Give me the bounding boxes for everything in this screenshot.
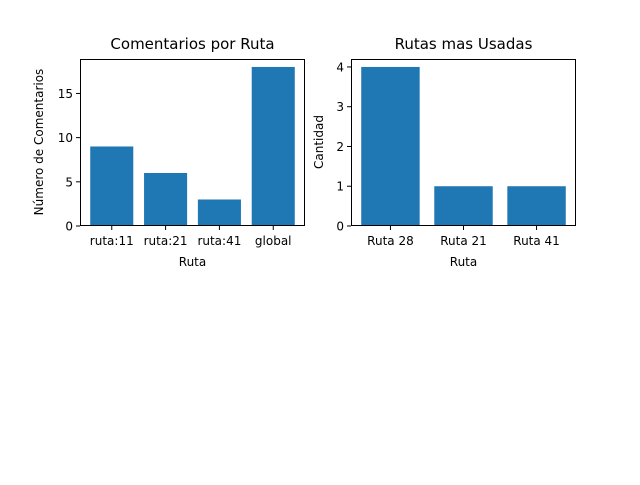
y-tick-label: 1 bbox=[336, 180, 344, 194]
chart-title: Rutas mas Usadas bbox=[395, 35, 533, 53]
y-ticks: 0 5 10 15 bbox=[58, 87, 80, 234]
y-axis-label: Número de Comentarios bbox=[32, 69, 46, 216]
bar-global bbox=[251, 66, 295, 226]
y-tick-label: 3 bbox=[336, 100, 344, 114]
x-ticks: Ruta 28 Ruta 21 Ruta 41 bbox=[367, 226, 560, 248]
y-axis-label: Cantidad bbox=[312, 115, 326, 169]
x-tick-label: Ruta 28 bbox=[367, 234, 414, 248]
bar-ruta-21 bbox=[144, 172, 188, 226]
x-tick-label: Ruta 41 bbox=[513, 234, 560, 248]
plot-frame bbox=[351, 59, 576, 226]
y-ticks: 0 1 2 3 4 bbox=[336, 60, 351, 234]
chart-title: Comentarios por Ruta bbox=[110, 35, 274, 53]
x-tick-label: ruta:11 bbox=[90, 234, 134, 248]
x-axis-label: Ruta bbox=[179, 255, 206, 269]
x-axis-label: Ruta bbox=[450, 255, 477, 269]
y-tick-label: 4 bbox=[336, 60, 344, 74]
y-tick-label: 5 bbox=[65, 175, 73, 189]
x-tick-label: ruta:41 bbox=[197, 234, 241, 248]
bar-series bbox=[90, 66, 295, 226]
x-tick-label: ruta:21 bbox=[144, 234, 188, 248]
bar-ruta-28 bbox=[361, 66, 420, 226]
y-tick-label: 15 bbox=[58, 87, 73, 101]
x-ticks: ruta:11 ruta:21 ruta:41 global bbox=[90, 226, 292, 248]
chart-rutas-mas-usadas: Rutas mas Usadas Ruta Cantidad 0 1 2 3 4 Rut… bbox=[312, 35, 576, 269]
y-tick-label: 0 bbox=[336, 220, 344, 234]
x-tick-label: global bbox=[255, 234, 292, 248]
y-tick-label: 10 bbox=[58, 131, 73, 145]
bar-ruta-41 bbox=[507, 186, 566, 226]
bar-ruta-21 bbox=[434, 186, 493, 226]
bar-series bbox=[361, 66, 566, 226]
bar-ruta-41 bbox=[197, 199, 241, 226]
y-tick-label: 0 bbox=[65, 220, 73, 234]
y-tick-label: 2 bbox=[336, 140, 344, 154]
plot-frame bbox=[80, 59, 305, 226]
chart-comentarios-por-ruta: Comentarios por Ruta Ruta Número de Come… bbox=[32, 35, 305, 269]
bar-ruta-11 bbox=[90, 146, 134, 226]
x-tick-label: Ruta 21 bbox=[440, 234, 487, 248]
